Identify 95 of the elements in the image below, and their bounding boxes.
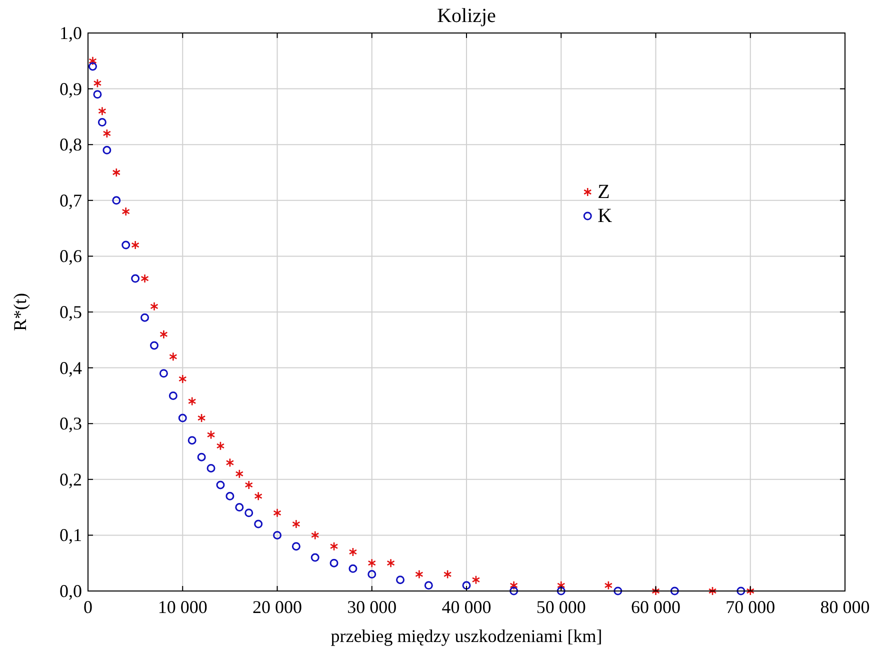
legend-label: K — [598, 205, 613, 227]
point — [368, 558, 376, 568]
x-tick-label: 60 000 — [631, 597, 680, 617]
point — [510, 580, 518, 590]
point — [122, 206, 130, 216]
point — [98, 106, 106, 116]
point — [178, 374, 187, 384]
point — [206, 464, 216, 472]
point — [443, 570, 452, 579]
point — [310, 553, 320, 562]
point — [216, 441, 225, 451]
chart-title: Kolizje — [437, 5, 496, 27]
point — [244, 508, 254, 518]
point — [310, 530, 320, 540]
point — [330, 558, 338, 568]
x-tick-label: 70 000 — [726, 597, 776, 617]
point — [254, 491, 262, 501]
point — [368, 570, 376, 579]
y-tick-label: 0,1 — [60, 525, 82, 546]
point — [188, 396, 196, 406]
point — [396, 576, 405, 584]
point — [178, 414, 187, 422]
point — [415, 570, 424, 579]
point — [424, 581, 433, 590]
x-tick-label: 10 000 — [158, 597, 208, 617]
y-tick-label: 0,6 — [60, 246, 82, 266]
y-tick-label: 0,9 — [60, 78, 82, 99]
point — [168, 391, 178, 400]
x-tick-label: 80 000 — [820, 597, 870, 617]
y-tick-label: 0,2 — [60, 469, 82, 490]
point — [670, 586, 679, 596]
point — [348, 547, 358, 557]
point — [206, 430, 216, 440]
y-tick-label: 0,5 — [60, 302, 82, 322]
point — [386, 558, 395, 568]
point — [197, 413, 206, 423]
x-axis-title: przebieg między uszkodzeniami [km] — [330, 626, 602, 646]
y-tick-label: 1,0 — [60, 23, 82, 43]
x-tick-label: 20 000 — [252, 597, 302, 617]
point — [244, 480, 253, 490]
y-tick-label: 0,4 — [60, 358, 82, 378]
point — [556, 586, 566, 596]
point — [652, 586, 660, 596]
point — [140, 274, 149, 284]
point — [273, 530, 282, 540]
point — [604, 580, 613, 590]
point — [88, 62, 97, 71]
point — [510, 586, 518, 596]
point — [160, 330, 168, 339]
point — [273, 508, 282, 518]
point — [131, 240, 140, 250]
point — [736, 586, 746, 596]
y-tick-label: 0,8 — [60, 134, 82, 155]
y-tick-label: 0,0 — [60, 581, 82, 601]
point — [122, 240, 130, 250]
point — [292, 542, 300, 551]
point — [746, 586, 754, 596]
point — [102, 128, 112, 138]
point — [150, 302, 158, 312]
point — [614, 586, 622, 596]
point — [330, 542, 338, 552]
point — [708, 586, 717, 596]
point — [159, 369, 168, 378]
point — [93, 78, 102, 88]
point — [557, 580, 566, 590]
point — [226, 492, 234, 500]
point — [112, 196, 121, 205]
legend-label: Z — [598, 181, 610, 203]
point — [197, 452, 206, 462]
point — [472, 575, 480, 584]
point — [254, 520, 263, 528]
x-tick-label: 0 — [84, 597, 92, 617]
point — [140, 313, 150, 322]
point — [98, 118, 106, 127]
x-tick-label: 40 000 — [442, 597, 492, 617]
point — [88, 56, 97, 66]
point — [462, 581, 471, 590]
point — [188, 436, 196, 445]
point — [131, 274, 140, 283]
point — [150, 341, 158, 350]
y-tick-label: 0,7 — [60, 190, 82, 210]
y-axis-title: R*(t) — [10, 293, 30, 331]
point — [216, 480, 225, 490]
x-tick-label: 50 000 — [536, 597, 586, 617]
point — [93, 90, 102, 99]
point — [348, 564, 358, 573]
point — [235, 469, 244, 478]
point — [102, 146, 112, 154]
y-tick-label: 0,3 — [60, 414, 82, 434]
point — [235, 503, 244, 512]
x-tick-label: 30 000 — [347, 597, 397, 617]
point — [226, 458, 234, 468]
point — [112, 168, 120, 178]
point — [292, 519, 300, 529]
point — [169, 352, 178, 362]
